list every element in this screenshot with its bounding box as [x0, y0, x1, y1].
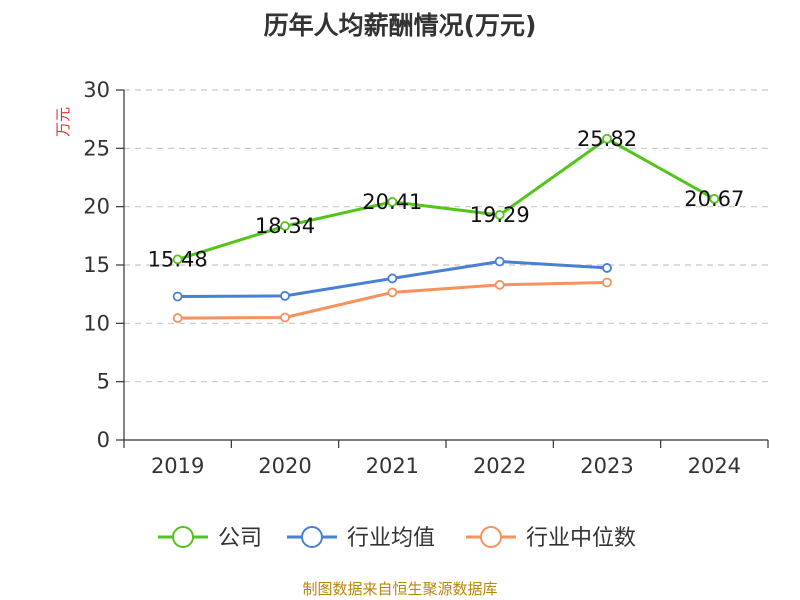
- data-label: 20.67: [684, 187, 744, 211]
- data-point: [709, 193, 720, 204]
- data-point: [280, 221, 290, 231]
- y-tick-label: 5: [97, 370, 110, 394]
- x-tick-label: 2023: [580, 454, 633, 478]
- data-point: [602, 277, 612, 288]
- data-point: [602, 133, 612, 144]
- y-tick-label: 10: [83, 311, 110, 335]
- legend-label: 行业均值: [347, 526, 435, 551]
- data-label: 19.29: [470, 203, 530, 227]
- data-label: 25.82: [577, 127, 637, 151]
- source-note: 制图数据来自恒生聚源数据库: [302, 580, 498, 598]
- data-point: [280, 291, 290, 301]
- data-point: [172, 313, 183, 323]
- data-point: [280, 312, 290, 323]
- y-tick-label: 15: [83, 253, 110, 277]
- legend-item[interactable]: 公司: [158, 526, 262, 551]
- legend-item[interactable]: 行业均值: [287, 526, 435, 551]
- data-point: [387, 273, 398, 284]
- legend-marker: [480, 526, 502, 548]
- grid-layer: [124, 89, 768, 383]
- x-tick-label: 2020: [258, 454, 311, 478]
- y-tick-label: 20: [83, 195, 110, 219]
- data-point: [494, 279, 505, 290]
- y-tick-label: 30: [83, 78, 110, 102]
- x-tick-label: 2022: [473, 454, 526, 478]
- data-point: [172, 291, 183, 302]
- y-tick-label: 0: [97, 428, 110, 452]
- data-label: 15.48: [148, 247, 208, 271]
- legend[interactable]: 公司 行业均值 行业中位数: [158, 526, 636, 551]
- y-tick-label: 25: [83, 136, 110, 160]
- data-point: [387, 196, 398, 207]
- data-label: 20.41: [362, 190, 422, 214]
- legend-marker: [301, 526, 323, 548]
- legend-label: 公司: [218, 526, 262, 551]
- x-tick-label: 2024: [688, 454, 741, 478]
- series-line-0: [177, 137, 716, 261]
- data-point: [387, 287, 398, 298]
- y-axis-label: 万元: [54, 107, 72, 137]
- legend-item[interactable]: 行业中位数: [466, 526, 636, 551]
- data-point: [494, 210, 505, 220]
- chart-title: 历年人均薪酬情况(万元): [263, 11, 537, 40]
- x-tick-label: 2019: [151, 454, 204, 478]
- x-tick-label: 2021: [366, 454, 419, 478]
- legend-label: 行业中位数: [526, 526, 636, 551]
- axis-layer: 0 5 10 15 20 25 30 2019 2020 2021 2022 2023 2024 万元: [54, 78, 769, 478]
- data-point: [602, 263, 612, 273]
- data-point: [172, 254, 183, 265]
- data-point: [494, 256, 505, 267]
- series-layer: [172, 133, 720, 323]
- legend-marker: [172, 526, 194, 548]
- data-label: 18.34: [255, 214, 315, 238]
- label-layer: 15.48 18.34 20.41 19.29 25.82 20.67: [148, 127, 745, 272]
